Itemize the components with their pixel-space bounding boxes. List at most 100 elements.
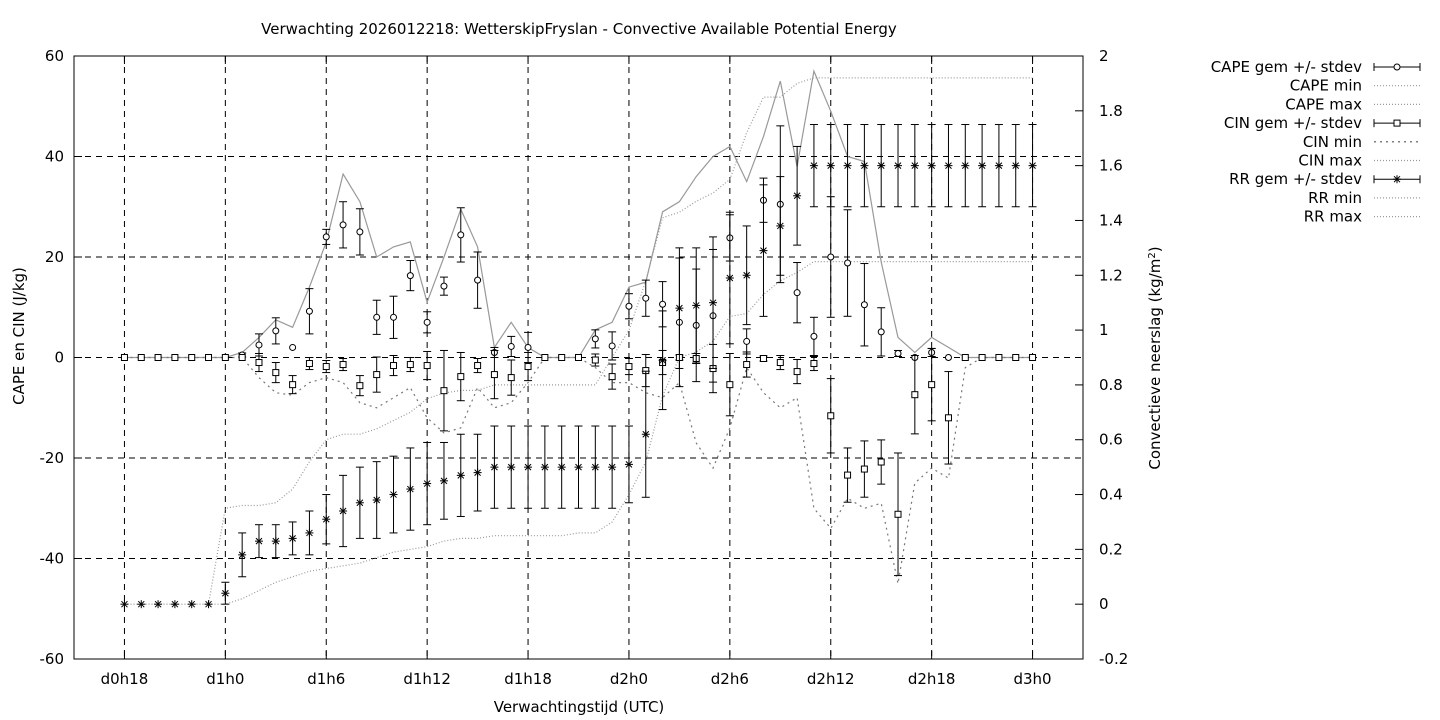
rr-mean-point <box>725 274 734 283</box>
cin-mean-point <box>575 354 582 361</box>
rr-mean-point <box>759 246 768 255</box>
rr-mean-point <box>187 600 196 609</box>
y2-tick-label: 0 <box>1099 595 1109 613</box>
cape-mean-point <box>810 332 818 340</box>
star-stroke <box>928 162 936 169</box>
rr-mean-point <box>877 161 886 170</box>
y2-tick-label: 1.8 <box>1099 102 1123 120</box>
cin-mean-point <box>625 363 633 371</box>
legend-label: RR min <box>1308 189 1362 207</box>
star-stroke <box>541 463 549 471</box>
cape-mean-point <box>642 294 650 302</box>
rr-mean-point <box>809 161 818 170</box>
rr-mean-point <box>574 463 583 472</box>
star-stroke <box>1012 162 1020 169</box>
rr-mean-point <box>641 430 650 439</box>
y2-tick-label: -0.2 <box>1099 650 1128 668</box>
rr-mean-point <box>372 496 381 505</box>
x-tick-label: d2h6 <box>711 670 749 688</box>
star-stroke <box>978 162 986 169</box>
rr-mean-point <box>910 161 919 170</box>
rr-mean-point <box>204 600 213 609</box>
star-stroke <box>945 162 952 169</box>
star-stroke <box>491 463 498 471</box>
cin-mean-point <box>877 458 885 466</box>
cape-mean-point <box>406 272 414 280</box>
rr-mean-point <box>406 485 415 494</box>
x-tick-label: d3h0 <box>1013 670 1051 688</box>
star-stroke <box>339 507 347 515</box>
axis-ticks: d0h18 d1h0 d1h6 d1h12 d1h18 d2h0 d2h6 d2h12 d2h1… <box>40 47 1129 688</box>
star-stroke <box>306 529 313 537</box>
cape-mean-point <box>827 253 835 261</box>
cape-mean-point <box>272 327 280 335</box>
cin-mean-point <box>1029 354 1037 361</box>
cin-mean-point <box>928 381 936 389</box>
x-tick-label: d2h0 <box>610 670 648 688</box>
legend-label: CAPE min <box>1290 77 1362 95</box>
star-stroke <box>221 589 229 597</box>
rr-mean-point <box>742 271 751 280</box>
rr-mean-point <box>944 161 953 170</box>
cin-mean-point <box>608 373 616 381</box>
star-stroke <box>289 535 296 542</box>
star-stroke <box>894 162 902 169</box>
star-stroke <box>827 162 835 169</box>
y-tick-label: 60 <box>45 47 64 65</box>
cin-mean-point <box>743 361 751 369</box>
cin-mean-point <box>524 363 532 371</box>
rr-mean-point <box>557 463 566 472</box>
cin-mean-point <box>154 354 162 361</box>
cin-mean-point <box>507 374 515 382</box>
rr-mean-point <box>322 515 331 524</box>
cin-mean-point <box>339 361 347 369</box>
star-stroke <box>877 162 885 169</box>
cape-mean-point <box>743 337 751 345</box>
rr-mean-point <box>254 537 263 546</box>
cin-mean-point <box>474 362 482 370</box>
chart-title: Verwachting 2026012218: WetterskipFrysla… <box>261 20 897 38</box>
y-tick-label: 40 <box>45 148 64 166</box>
star-stroke <box>390 491 397 498</box>
legend-label: CIN max <box>1298 152 1362 170</box>
rr-mean-point <box>608 463 617 472</box>
star-stroke <box>154 600 162 608</box>
rr-mean-point <box>389 490 398 499</box>
rr-mean-point <box>624 460 633 469</box>
y2-axis-title-end: ) <box>1146 246 1164 252</box>
cin-mean-point <box>457 373 465 381</box>
star-stroke <box>188 600 196 608</box>
star-stroke <box>995 162 1003 169</box>
y-axis-title: CAPE en CIN (J/kg) <box>10 267 28 405</box>
cin-mean-point <box>776 359 784 367</box>
rr-mean-point <box>339 506 348 515</box>
legend-marker <box>1393 119 1401 127</box>
rr-mean-point <box>927 161 936 170</box>
cin-mean-point <box>238 354 246 361</box>
cin-mean-point <box>289 381 297 389</box>
cin-mean-point <box>255 359 263 367</box>
x-tick-label: d1h0 <box>206 670 244 688</box>
cin-mean-point <box>356 382 364 390</box>
star-stroke <box>709 299 717 307</box>
cin-mean-point <box>759 355 767 363</box>
cin-mean-point <box>844 471 852 479</box>
rr-mean-point <box>961 161 970 170</box>
x-axis-title: Verwachtingstijd (UTC) <box>494 698 665 716</box>
cin-mean-point <box>810 360 818 368</box>
rr-mean-point <box>154 600 163 609</box>
rr-mean-point <box>490 463 499 472</box>
rr-mean-point <box>709 298 718 307</box>
legend-marker <box>1393 175 1401 184</box>
rr-mean-point <box>540 463 549 472</box>
cin-mean-point <box>440 387 448 395</box>
star-stroke <box>760 247 767 254</box>
cape-mean-point <box>625 302 633 310</box>
cin-mean-point <box>423 362 431 370</box>
cin-mean-point <box>373 371 381 379</box>
cin-mean-point <box>726 381 734 389</box>
legend-label: RR gem +/- stdev <box>1229 170 1362 188</box>
cin-mean-point <box>961 354 969 361</box>
rr-mean-point <box>170 600 179 609</box>
